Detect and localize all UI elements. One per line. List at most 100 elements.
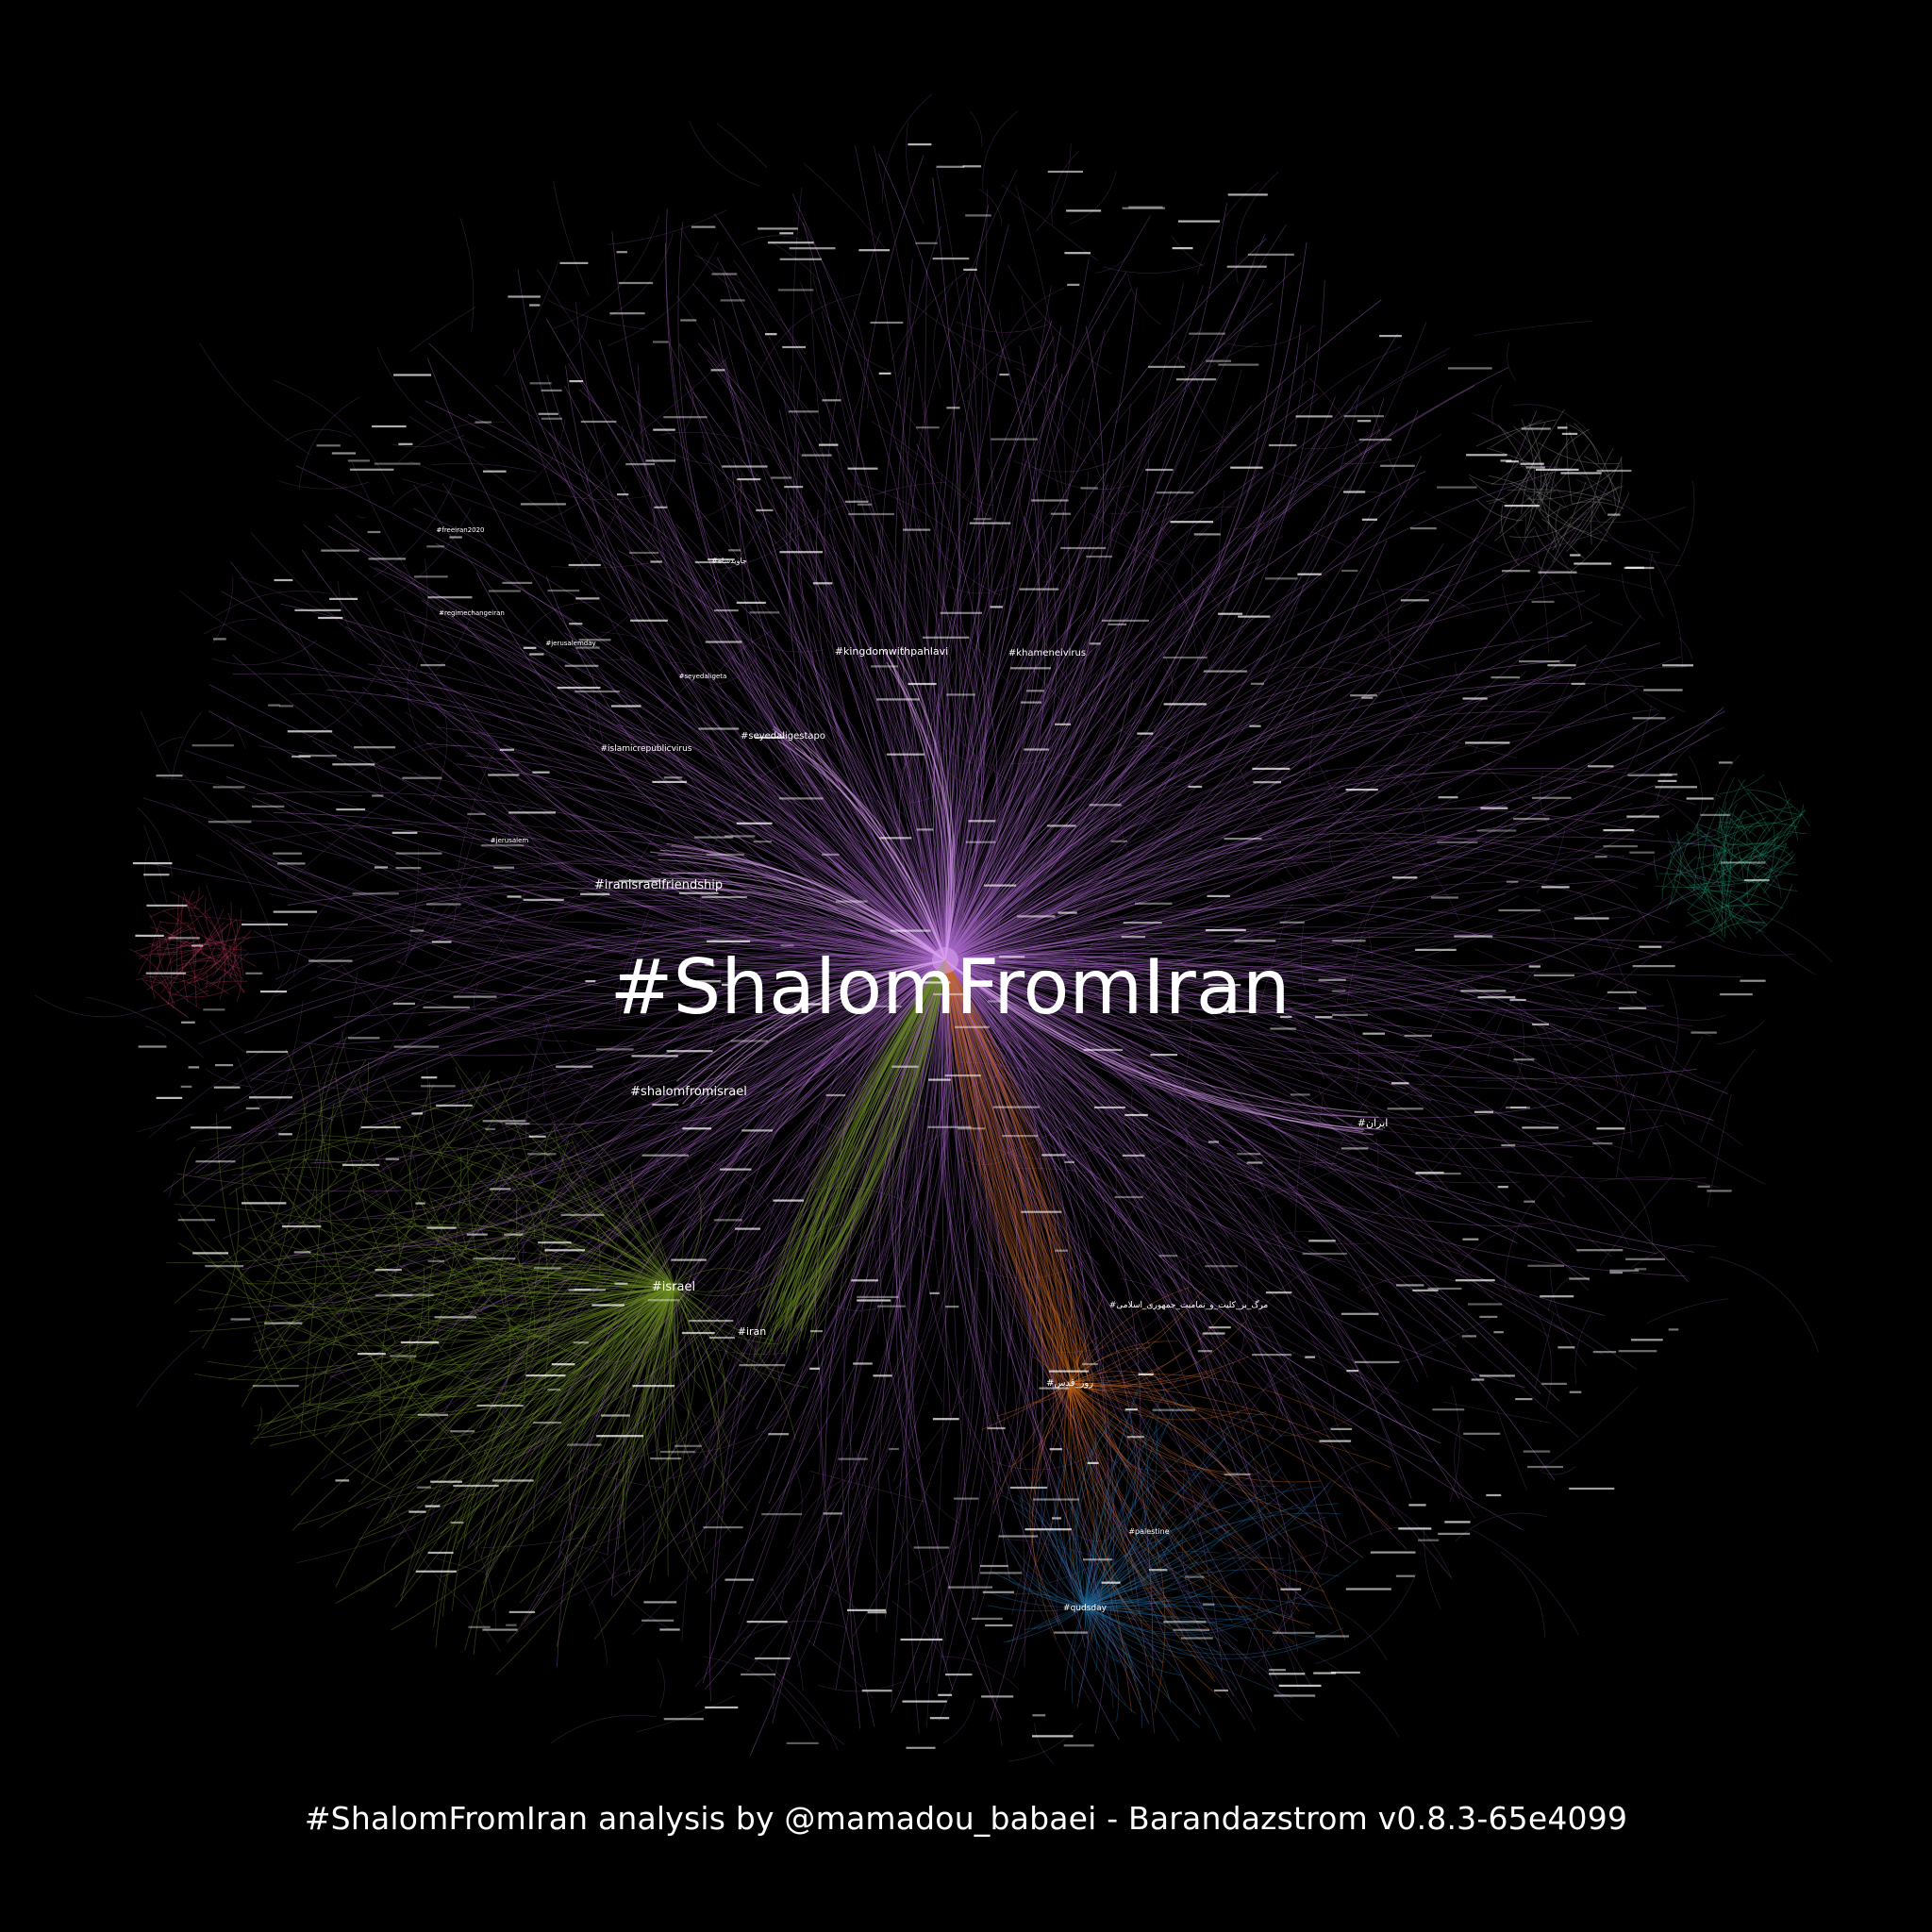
edge bbox=[944, 788, 1452, 961]
edge-peripheral bbox=[1308, 377, 1363, 458]
edge bbox=[472, 952, 946, 966]
edge-peripheral bbox=[380, 1498, 440, 1520]
edge-peripheral bbox=[1118, 1596, 1168, 1629]
edge bbox=[456, 859, 946, 961]
edge-cluster bbox=[526, 1286, 675, 1349]
edge-cluster bbox=[1084, 1606, 1136, 1714]
edge-peripheral bbox=[1111, 1163, 1117, 1232]
minor-node-label bbox=[618, 879, 659, 882]
edge-cluster bbox=[1068, 1382, 1071, 1395]
edge bbox=[944, 959, 1433, 1463]
edge bbox=[620, 939, 946, 962]
edge-cluster bbox=[378, 1286, 675, 1524]
edge-cluster bbox=[1009, 1382, 1071, 1467]
edge bbox=[894, 376, 946, 961]
edge-cluster bbox=[1674, 879, 1724, 936]
edge-peripheral bbox=[565, 315, 589, 358]
edge-cluster bbox=[1069, 1382, 1171, 1699]
edge-peripheral bbox=[1284, 1640, 1400, 1738]
edge-cluster bbox=[1084, 1606, 1143, 1728]
edge-peripheral bbox=[483, 1011, 567, 1041]
edge bbox=[598, 959, 946, 1485]
edge-cluster bbox=[1069, 1382, 1202, 1589]
edge-cluster bbox=[159, 925, 242, 970]
edge bbox=[273, 793, 946, 969]
edge bbox=[944, 959, 1251, 1199]
edge bbox=[558, 959, 946, 1558]
edge-peripheral bbox=[907, 1580, 923, 1591]
edge-peripheral bbox=[275, 908, 366, 992]
edge-peripheral bbox=[714, 858, 733, 874]
edge-cluster bbox=[1024, 1574, 1086, 1607]
minor-node-label bbox=[778, 797, 824, 800]
edge bbox=[892, 959, 952, 1236]
edge-peripheral bbox=[552, 1114, 594, 1164]
edge bbox=[747, 493, 946, 961]
edge-orange-hub bbox=[944, 959, 1069, 1370]
edge-peripheral bbox=[1472, 412, 1569, 511]
edge-cluster bbox=[673, 1278, 689, 1288]
edge bbox=[650, 507, 946, 961]
edge-peripheral bbox=[469, 1537, 497, 1629]
edge-orange-hub bbox=[944, 959, 1089, 1376]
minor-node-label bbox=[1279, 921, 1305, 924]
edge-cluster bbox=[1069, 1374, 1354, 1427]
hub-label-palestine: #palestine bbox=[1128, 1527, 1169, 1536]
edge-cluster bbox=[1084, 1606, 1087, 1617]
edge-peripheral bbox=[620, 1186, 707, 1287]
edge-cluster bbox=[1763, 825, 1775, 891]
edge-cluster bbox=[1716, 852, 1751, 873]
minor-node-label bbox=[434, 1316, 476, 1319]
minor-node-label bbox=[192, 744, 234, 747]
edge-orange-hub bbox=[944, 959, 1079, 1392]
edge-peripheral bbox=[676, 1482, 741, 1544]
minor-node-label bbox=[736, 601, 766, 604]
edge-cluster bbox=[335, 1286, 675, 1588]
edge-cluster bbox=[166, 985, 238, 998]
minor-node-label bbox=[1655, 786, 1697, 789]
minor-node-label bbox=[1230, 466, 1263, 469]
edge-peripheral bbox=[1051, 150, 1079, 226]
minor-node-label bbox=[963, 268, 977, 271]
edge bbox=[944, 836, 1723, 961]
edge-cluster bbox=[379, 1070, 491, 1441]
edge-cluster bbox=[1695, 849, 1727, 859]
edge-cluster bbox=[673, 1286, 716, 1424]
minor-node-label bbox=[990, 606, 1003, 608]
minor-node-label bbox=[523, 646, 537, 649]
edge-bundle bbox=[896, 655, 956, 961]
edge bbox=[706, 959, 946, 1594]
edge bbox=[944, 185, 1067, 961]
edge bbox=[944, 959, 1693, 1026]
minor-node-label bbox=[779, 258, 822, 260]
minor-node-label bbox=[1090, 642, 1101, 645]
edge bbox=[944, 959, 1373, 1536]
minor-node-label bbox=[547, 590, 580, 592]
edge-peripheral bbox=[845, 309, 865, 429]
edge-cluster bbox=[512, 1341, 611, 1397]
edge-cluster bbox=[1084, 1596, 1333, 1610]
edge bbox=[944, 524, 1581, 961]
edge bbox=[944, 959, 1010, 1580]
edge-cluster bbox=[409, 1336, 413, 1365]
edge-cluster bbox=[617, 1286, 675, 1551]
edge bbox=[512, 348, 946, 961]
edge-cluster bbox=[1069, 1382, 1248, 1421]
edge-cluster bbox=[427, 1162, 474, 1327]
minor-node-label bbox=[1343, 415, 1384, 418]
edge-peripheral bbox=[445, 1377, 494, 1397]
minor-node-label bbox=[453, 995, 497, 998]
minor-node-label bbox=[614, 1282, 628, 1285]
edge-peripheral bbox=[140, 710, 172, 776]
edge bbox=[748, 959, 946, 977]
edge-peripheral bbox=[1269, 1540, 1329, 1641]
minor-node-label bbox=[632, 1385, 675, 1388]
edge-peripheral bbox=[1137, 341, 1259, 451]
edge-cluster bbox=[260, 1286, 675, 1428]
edge-peripheral bbox=[973, 496, 994, 506]
edge-cluster bbox=[564, 1286, 675, 1466]
minor-node-label bbox=[857, 503, 872, 506]
edge-peripheral bbox=[1524, 896, 1630, 919]
edge-cluster bbox=[1491, 422, 1546, 486]
edge-cluster bbox=[1673, 861, 1763, 878]
